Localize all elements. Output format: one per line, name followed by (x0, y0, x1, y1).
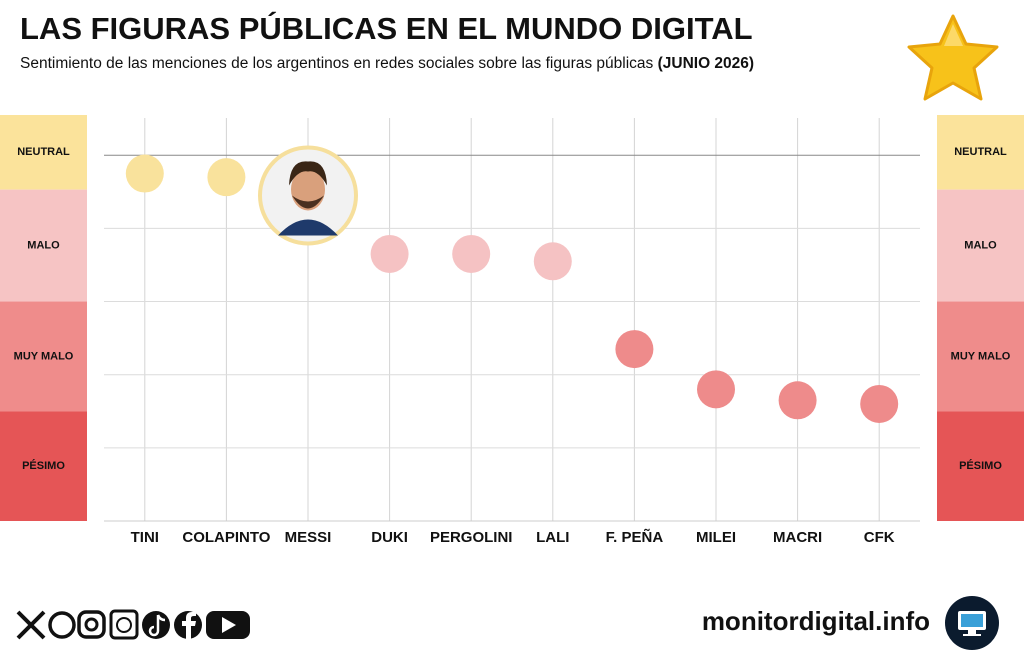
sentiment-band (937, 411, 1024, 521)
dot (533, 242, 572, 281)
dot (125, 154, 164, 193)
x-tick-label: LALI (536, 529, 569, 546)
sentiment-band (0, 189, 87, 302)
plot-area: NEUTRAL NEUTRAL MALO MALO MUY MALO MUY MALO PÉ… (0, 115, 1024, 546)
sentiment-band (937, 301, 1024, 412)
x-tick-label: MACRI (773, 529, 822, 546)
band-label: MUY MALO (951, 350, 1011, 362)
subtitle-text: Sentimiento de las menciones de los arge… (20, 55, 654, 72)
dot (452, 234, 491, 273)
dot (207, 158, 246, 197)
subtitle-date: (JUNIO 2026) (658, 55, 754, 72)
star-icon (907, 14, 999, 101)
band-label: PÉSIMO (959, 459, 1002, 472)
x-tick-label: MILEI (696, 529, 736, 546)
site-name: monitordigital.info (702, 606, 930, 636)
band-label: PÉSIMO (22, 459, 65, 472)
band-label: NEUTRAL (17, 146, 70, 158)
x-tick-label: DUKI (371, 529, 408, 546)
dot (697, 370, 735, 409)
photo-silhouette (278, 219, 338, 236)
x-tick-label: CFK (864, 529, 895, 546)
band-label: MUY MALO (14, 350, 74, 362)
dot (615, 330, 654, 369)
photo-beard (292, 195, 324, 209)
dot (778, 381, 817, 420)
band-label: MALO (27, 239, 60, 251)
x-tick-label: PERGOLINI (430, 529, 513, 546)
chart-title: LAS FIGURAS PÚBLICAS EN EL MUNDO DIGITAL (20, 10, 753, 46)
sentiment-band (937, 115, 1024, 190)
sentiment-band (0, 115, 87, 190)
band-label: MALO (964, 239, 997, 251)
dot (370, 234, 409, 273)
x-tick-label: F. PEÑA (606, 528, 664, 546)
photo-marker (258, 145, 358, 246)
site-icon (945, 596, 999, 650)
x-tick-label: TINI (131, 529, 159, 546)
chart-subtitle: Sentimiento de las menciones de los arge… (20, 55, 754, 72)
x-tick-label: COLAPINTO (182, 529, 270, 546)
dot (860, 384, 899, 423)
x-tick-label: MESSI (285, 529, 332, 546)
social-icons (16, 609, 250, 640)
sentiment-band (937, 189, 1024, 302)
band-label: NEUTRAL (954, 146, 1007, 158)
photo-hair (289, 161, 327, 186)
sentiment-band (0, 301, 87, 412)
sentiment-band (0, 411, 87, 521)
